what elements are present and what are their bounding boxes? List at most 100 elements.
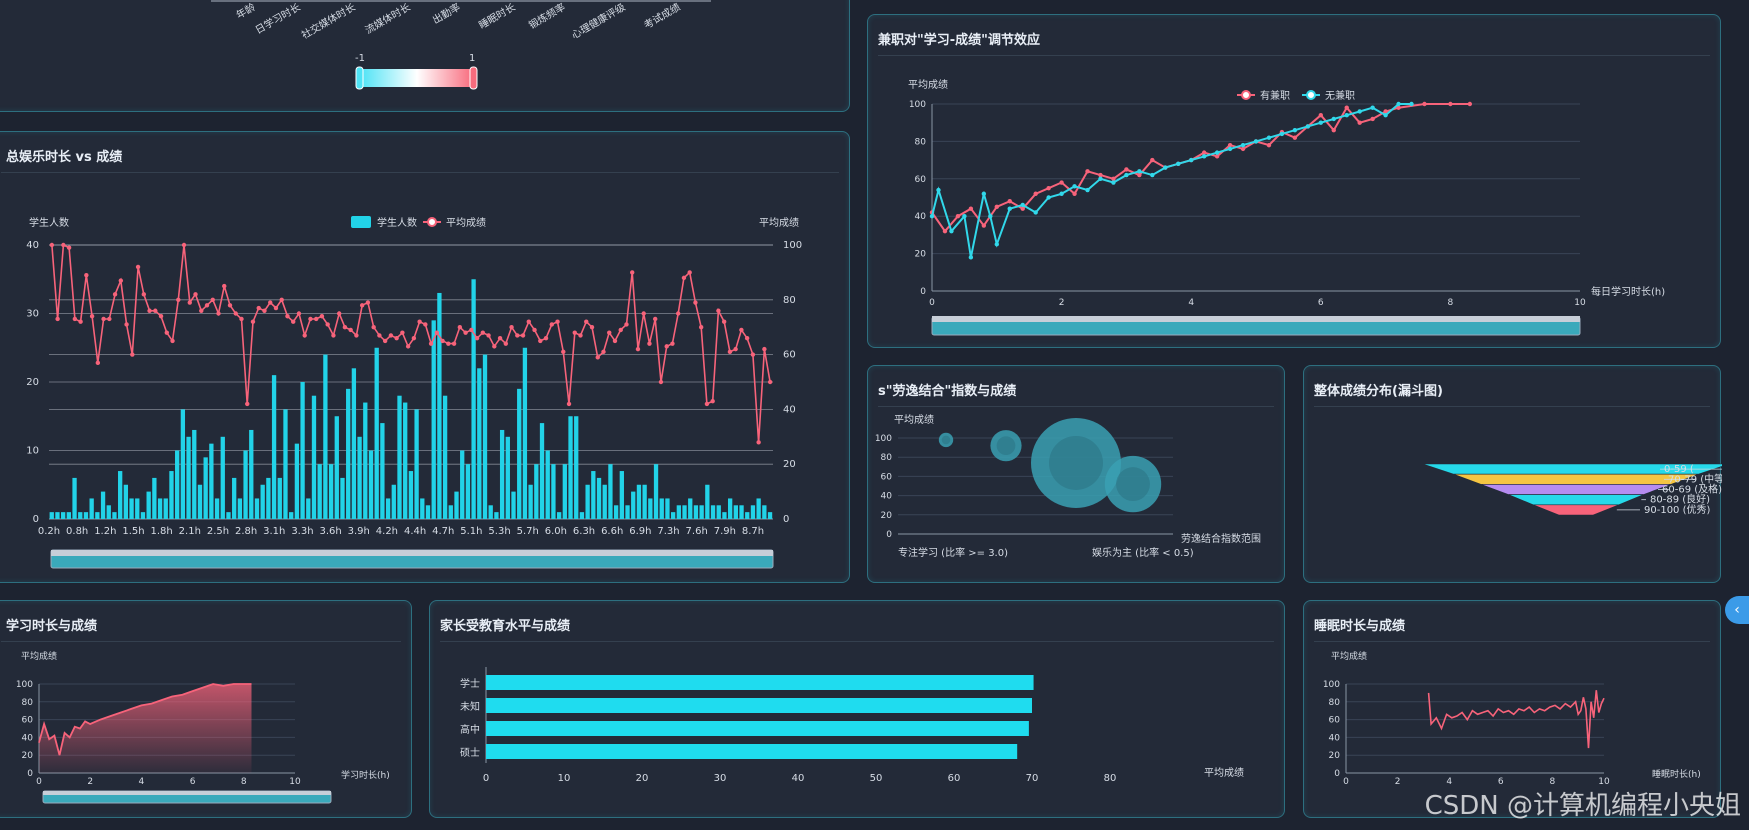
bar [260, 484, 265, 519]
score-point [222, 283, 227, 289]
y-tick-label: 0 [886, 530, 892, 540]
bar [762, 505, 767, 519]
bar [169, 471, 174, 519]
bar [317, 464, 322, 519]
score-point [520, 333, 526, 338]
bar [653, 464, 659, 519]
x-tick-label: 4.4h [404, 526, 426, 537]
score-point [647, 341, 652, 346]
score-point [262, 308, 267, 313]
right-y-tick: 40 [783, 404, 796, 415]
legend-item-no-parttime[interactable]: 无兼职 [1325, 89, 1355, 102]
x-axis-label: 睡眠时长(h) [1652, 768, 1701, 780]
legend[interactable]: 学生人数 平均成绩 [351, 216, 486, 229]
y-tick-label: 20 [881, 511, 893, 521]
visualmap-handle-left[interactable] [355, 66, 364, 90]
bar [716, 505, 721, 519]
series-line-parttime [931, 103, 1470, 233]
score-point [716, 308, 721, 313]
bar [631, 491, 636, 519]
score-point [641, 311, 646, 316]
funnel-segment [1533, 504, 1619, 516]
legend-item-students[interactable]: 学生人数 [377, 216, 417, 229]
heatmap-x-label: 日学习时长 [253, 0, 303, 36]
datazoom-top-bar[interactable] [932, 316, 1580, 322]
data-point [1033, 210, 1038, 215]
bar [517, 388, 522, 519]
bar [78, 512, 83, 519]
x-tick-label: 50 [870, 773, 883, 784]
data-point [1007, 199, 1012, 204]
x-tick-label: 8 [1550, 777, 1556, 787]
right-y-tick: 100 [783, 240, 802, 251]
score-point [245, 401, 250, 407]
title-divider [878, 55, 1710, 56]
score-point [423, 322, 428, 327]
score-point [336, 311, 342, 316]
category-label: 高中 [460, 723, 480, 736]
bar [214, 498, 220, 519]
data-point [1137, 172, 1142, 178]
line-series [49, 242, 773, 445]
score-point [624, 322, 629, 327]
score-line [51, 243, 771, 443]
data-point [1111, 180, 1116, 185]
bar [710, 505, 716, 519]
data-point [1176, 161, 1181, 167]
score-point [446, 341, 451, 346]
data-point [936, 187, 941, 193]
heatmap-x-label: 锻炼频率 [526, 0, 567, 31]
score-point [584, 319, 589, 324]
bar [180, 409, 186, 519]
entertainment-panel: 总娱乐时长 vs 成绩 学生人数 平均成绩 学生人数 平均成绩 0 10 20 30 4… [0, 131, 850, 583]
bar [118, 471, 123, 519]
data-point [1111, 176, 1116, 181]
legend-item-parttime[interactable]: 有兼职 [1260, 89, 1290, 102]
y-tick-label: 40 [1329, 733, 1341, 743]
bar [562, 464, 567, 519]
legend[interactable]: 有兼职 无兼职 [1237, 89, 1355, 102]
left-y-tick: 40 [26, 240, 39, 251]
bar [254, 498, 260, 519]
score-point [756, 440, 761, 445]
score-point [762, 346, 767, 352]
legend-item-avg-score[interactable]: 平均成绩 [446, 216, 486, 229]
category-label: 硕士 [460, 746, 480, 759]
collapse-toggle-button[interactable]: ‹ [1725, 596, 1749, 624]
funnel-label: 80-89 (良好) [1650, 493, 1710, 506]
data-point [968, 255, 974, 260]
data-point [1422, 101, 1427, 107]
title-divider [1, 641, 401, 642]
datazoom-top-bar[interactable] [43, 791, 331, 795]
visualmap-handle-right[interactable] [469, 66, 478, 90]
x-tick-label: 0 [483, 773, 489, 784]
data-point [1072, 191, 1077, 196]
x-tick-label: 10 [558, 773, 571, 784]
score-point [319, 314, 325, 319]
bar [403, 402, 408, 519]
x-tick-label: 4.7h [432, 526, 454, 537]
data-point [1059, 191, 1064, 196]
score-point [457, 325, 463, 330]
x-ticks: 0.2h 0.8h 1.2h 1.5h 1.8h 2.1h 2.5h 2.8h 3.1h 3.3h… [38, 526, 764, 537]
score-point [658, 379, 664, 385]
datazoom-top-bar[interactable] [51, 550, 773, 556]
bar [767, 512, 773, 519]
right-axis-label: 平均成绩 [759, 216, 799, 229]
x-tick-label: 70 [1026, 773, 1039, 784]
score-point [687, 270, 692, 275]
y-tick-label: 20 [1329, 751, 1341, 761]
y-tick-label: 100 [909, 100, 926, 110]
heatmap-x-label: 心理健康评级 [569, 0, 627, 41]
moderation-panel: 兼职对"学习-成绩"调节效应 平均成绩 每日学习时长(h) 有兼职 无兼职 0 2… [867, 14, 1721, 348]
bar [727, 498, 733, 519]
visualmap-bar[interactable] [361, 69, 473, 87]
score-point [630, 270, 635, 275]
bar [488, 505, 493, 519]
score-point [635, 346, 641, 352]
x-tick-label: 4 [1446, 777, 1452, 787]
bar [357, 436, 362, 519]
category-label: 学士 [460, 677, 480, 690]
score-point [739, 327, 744, 333]
